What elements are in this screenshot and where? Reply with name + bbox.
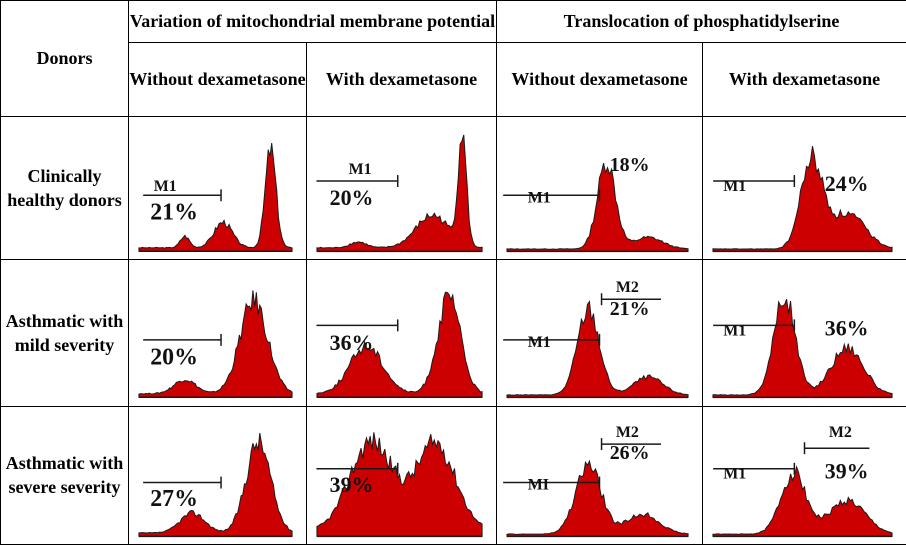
secondary-marker-label: M2 <box>616 424 639 441</box>
percent-label: 20% <box>330 186 374 210</box>
marker-label: M1 <box>528 189 551 206</box>
table-row: Asthmatic with mild severity 20% 36% M1 2… <box>1 260 906 406</box>
donor-label: Clinically healthy donors <box>1 117 129 260</box>
mmp-without-header: Without dexametasone <box>129 43 307 117</box>
marker-label: M1 <box>349 161 372 178</box>
secondary-marker-label: M2 <box>616 279 639 296</box>
histogram-area <box>507 461 688 536</box>
hist-cell: M1 18% <box>497 117 703 260</box>
percent-label: 26% <box>610 442 650 464</box>
marker-label: MI <box>528 476 549 493</box>
histogram: 36% <box>307 260 496 405</box>
marker-label: M1 <box>723 465 746 482</box>
percent-label: 21% <box>610 299 650 321</box>
histogram: M1 39% M2 <box>703 407 906 544</box>
histogram-area <box>507 163 688 251</box>
histogram: 39% <box>307 407 496 544</box>
hist-cell: M1 36% <box>703 260 906 406</box>
histogram-area <box>713 300 892 398</box>
percent-label: 21% <box>150 199 198 225</box>
percent-label: 20% <box>150 345 198 371</box>
percent-label: 39% <box>825 458 869 483</box>
donors-header: Donors <box>1 1 129 117</box>
hist-cell: 27% <box>129 406 307 544</box>
histogram-area <box>713 146 892 251</box>
hist-cell: 20% <box>129 260 307 406</box>
histogram: M1 24% <box>703 117 906 259</box>
donor-label: Asthmatic with severe severity <box>1 406 129 544</box>
ps-header: Translocation of phosphatidylserine <box>497 1 906 43</box>
histogram: M1 21% M2 <box>497 260 702 405</box>
marker-label: M1 <box>154 178 177 195</box>
marker-label: M1 <box>723 178 746 195</box>
hist-cell: 39% <box>307 406 497 544</box>
ps-without-header: Without dexametasone <box>497 43 703 117</box>
percent-label: 27% <box>150 485 198 511</box>
mmp-header: Variation of mitochondrial membrane pote… <box>129 1 497 43</box>
hist-cell: MI 26%M2 <box>497 406 703 544</box>
histogram-area <box>139 143 292 251</box>
histogram: 27% <box>129 407 306 544</box>
secondary-marker-label: M2 <box>829 424 852 441</box>
marker-label: M1 <box>723 323 746 340</box>
donor-label: Asthmatic with mild severity <box>1 260 129 406</box>
ps-with-header: With dexametasone <box>703 43 906 117</box>
histogram: 20% <box>129 260 306 405</box>
histogram-area <box>139 433 292 536</box>
percent-label: 36% <box>825 316 869 341</box>
percent-label: 18% <box>610 154 650 176</box>
mmp-with-header: With dexametasone <box>307 43 497 117</box>
hist-cell: M1 24% <box>703 117 906 260</box>
percent-label: 24% <box>825 171 869 196</box>
table-row: Asthmatic with severe severity 27% 39% M… <box>1 406 906 544</box>
marker-label: M1 <box>528 334 551 351</box>
histogram: M1 18% <box>497 117 702 259</box>
histogram: M1 36% <box>703 260 906 405</box>
hist-cell: M1 21% M2 <box>497 260 703 406</box>
histogram: MI 26%M2 <box>497 407 702 544</box>
hist-cell: M1 39% M2 <box>703 406 906 544</box>
hist-cell: 36% <box>307 260 497 406</box>
percent-label: 39% <box>330 473 374 497</box>
percent-label: 36% <box>330 331 374 355</box>
